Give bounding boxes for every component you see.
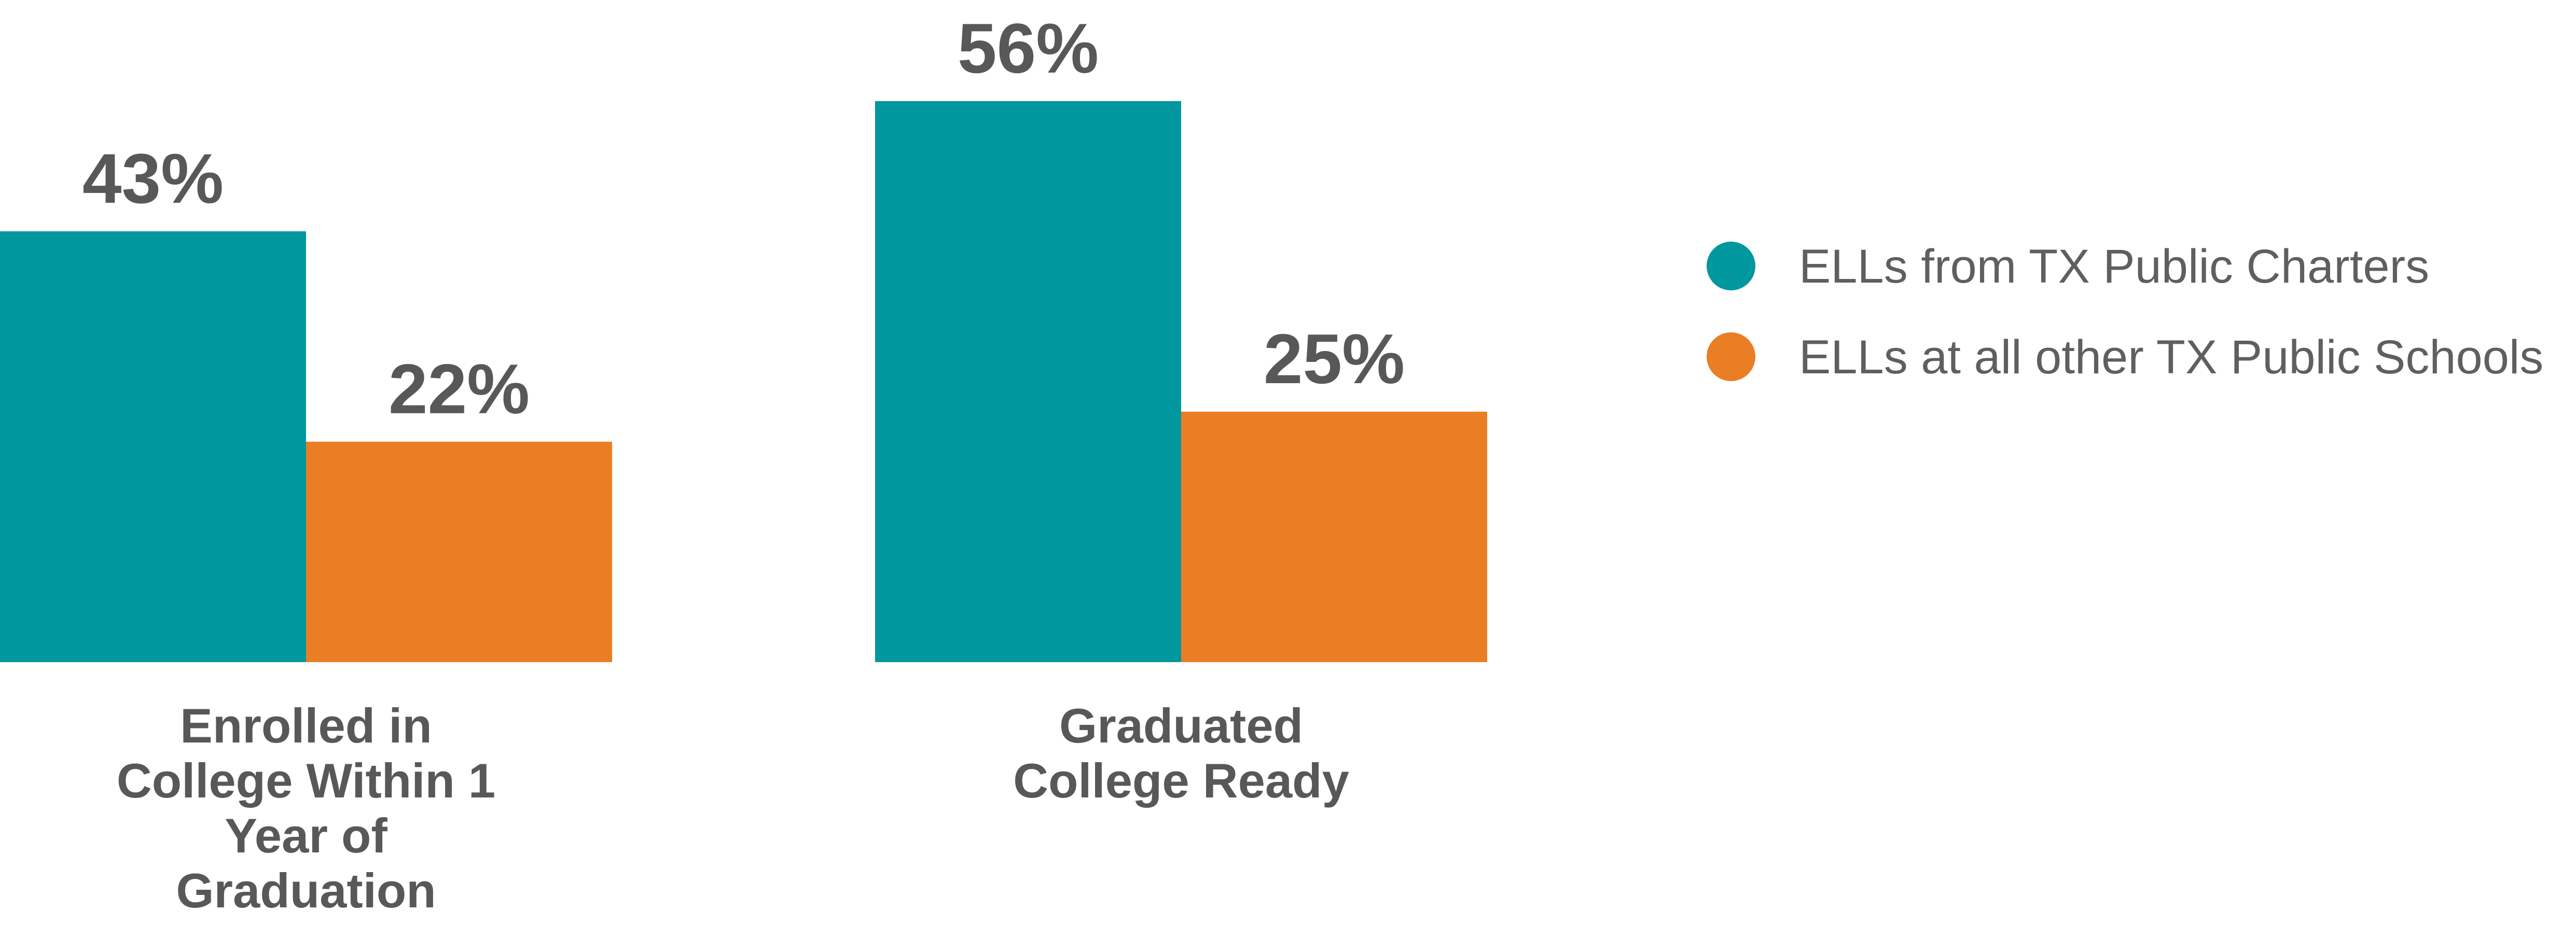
legend-marker-1 — [1707, 332, 1755, 381]
category-label-0-line-0: Enrolled in — [180, 698, 432, 753]
bar-series-0-category-1 — [875, 101, 1181, 662]
category-label-1-line-1: College Ready — [1013, 753, 1349, 808]
bar-series-1-category-0 — [306, 441, 612, 662]
legend-label-1: ELLs at all other TX Public Schools — [1799, 331, 2543, 384]
legend: ELLs from TX Public Charters ELLs at all … — [1707, 240, 2543, 384]
value-label-series-1-category-0: 22% — [389, 349, 530, 428]
category-label-0-line-1: College Within 1 — [117, 753, 495, 808]
category-label-0-line-3: Graduation — [176, 863, 436, 918]
value-label-series-0-category-0: 43% — [82, 139, 224, 218]
value-labels-layer: 43% 22% 56% 25% — [82, 9, 1405, 428]
bar-series-1-category-1 — [1181, 411, 1487, 662]
bars-layer — [0, 101, 1487, 662]
category-label-0-line-2: Year of — [225, 808, 387, 863]
value-label-series-0-category-1: 56% — [958, 9, 1099, 88]
legend-label-0: ELLs from TX Public Charters — [1799, 240, 2429, 293]
value-label-series-1-category-1: 25% — [1264, 319, 1405, 398]
bar-series-0-category-0 — [0, 231, 306, 662]
legend-marker-0 — [1707, 242, 1755, 290]
category-label-1-line-0: Graduated — [1059, 698, 1303, 753]
